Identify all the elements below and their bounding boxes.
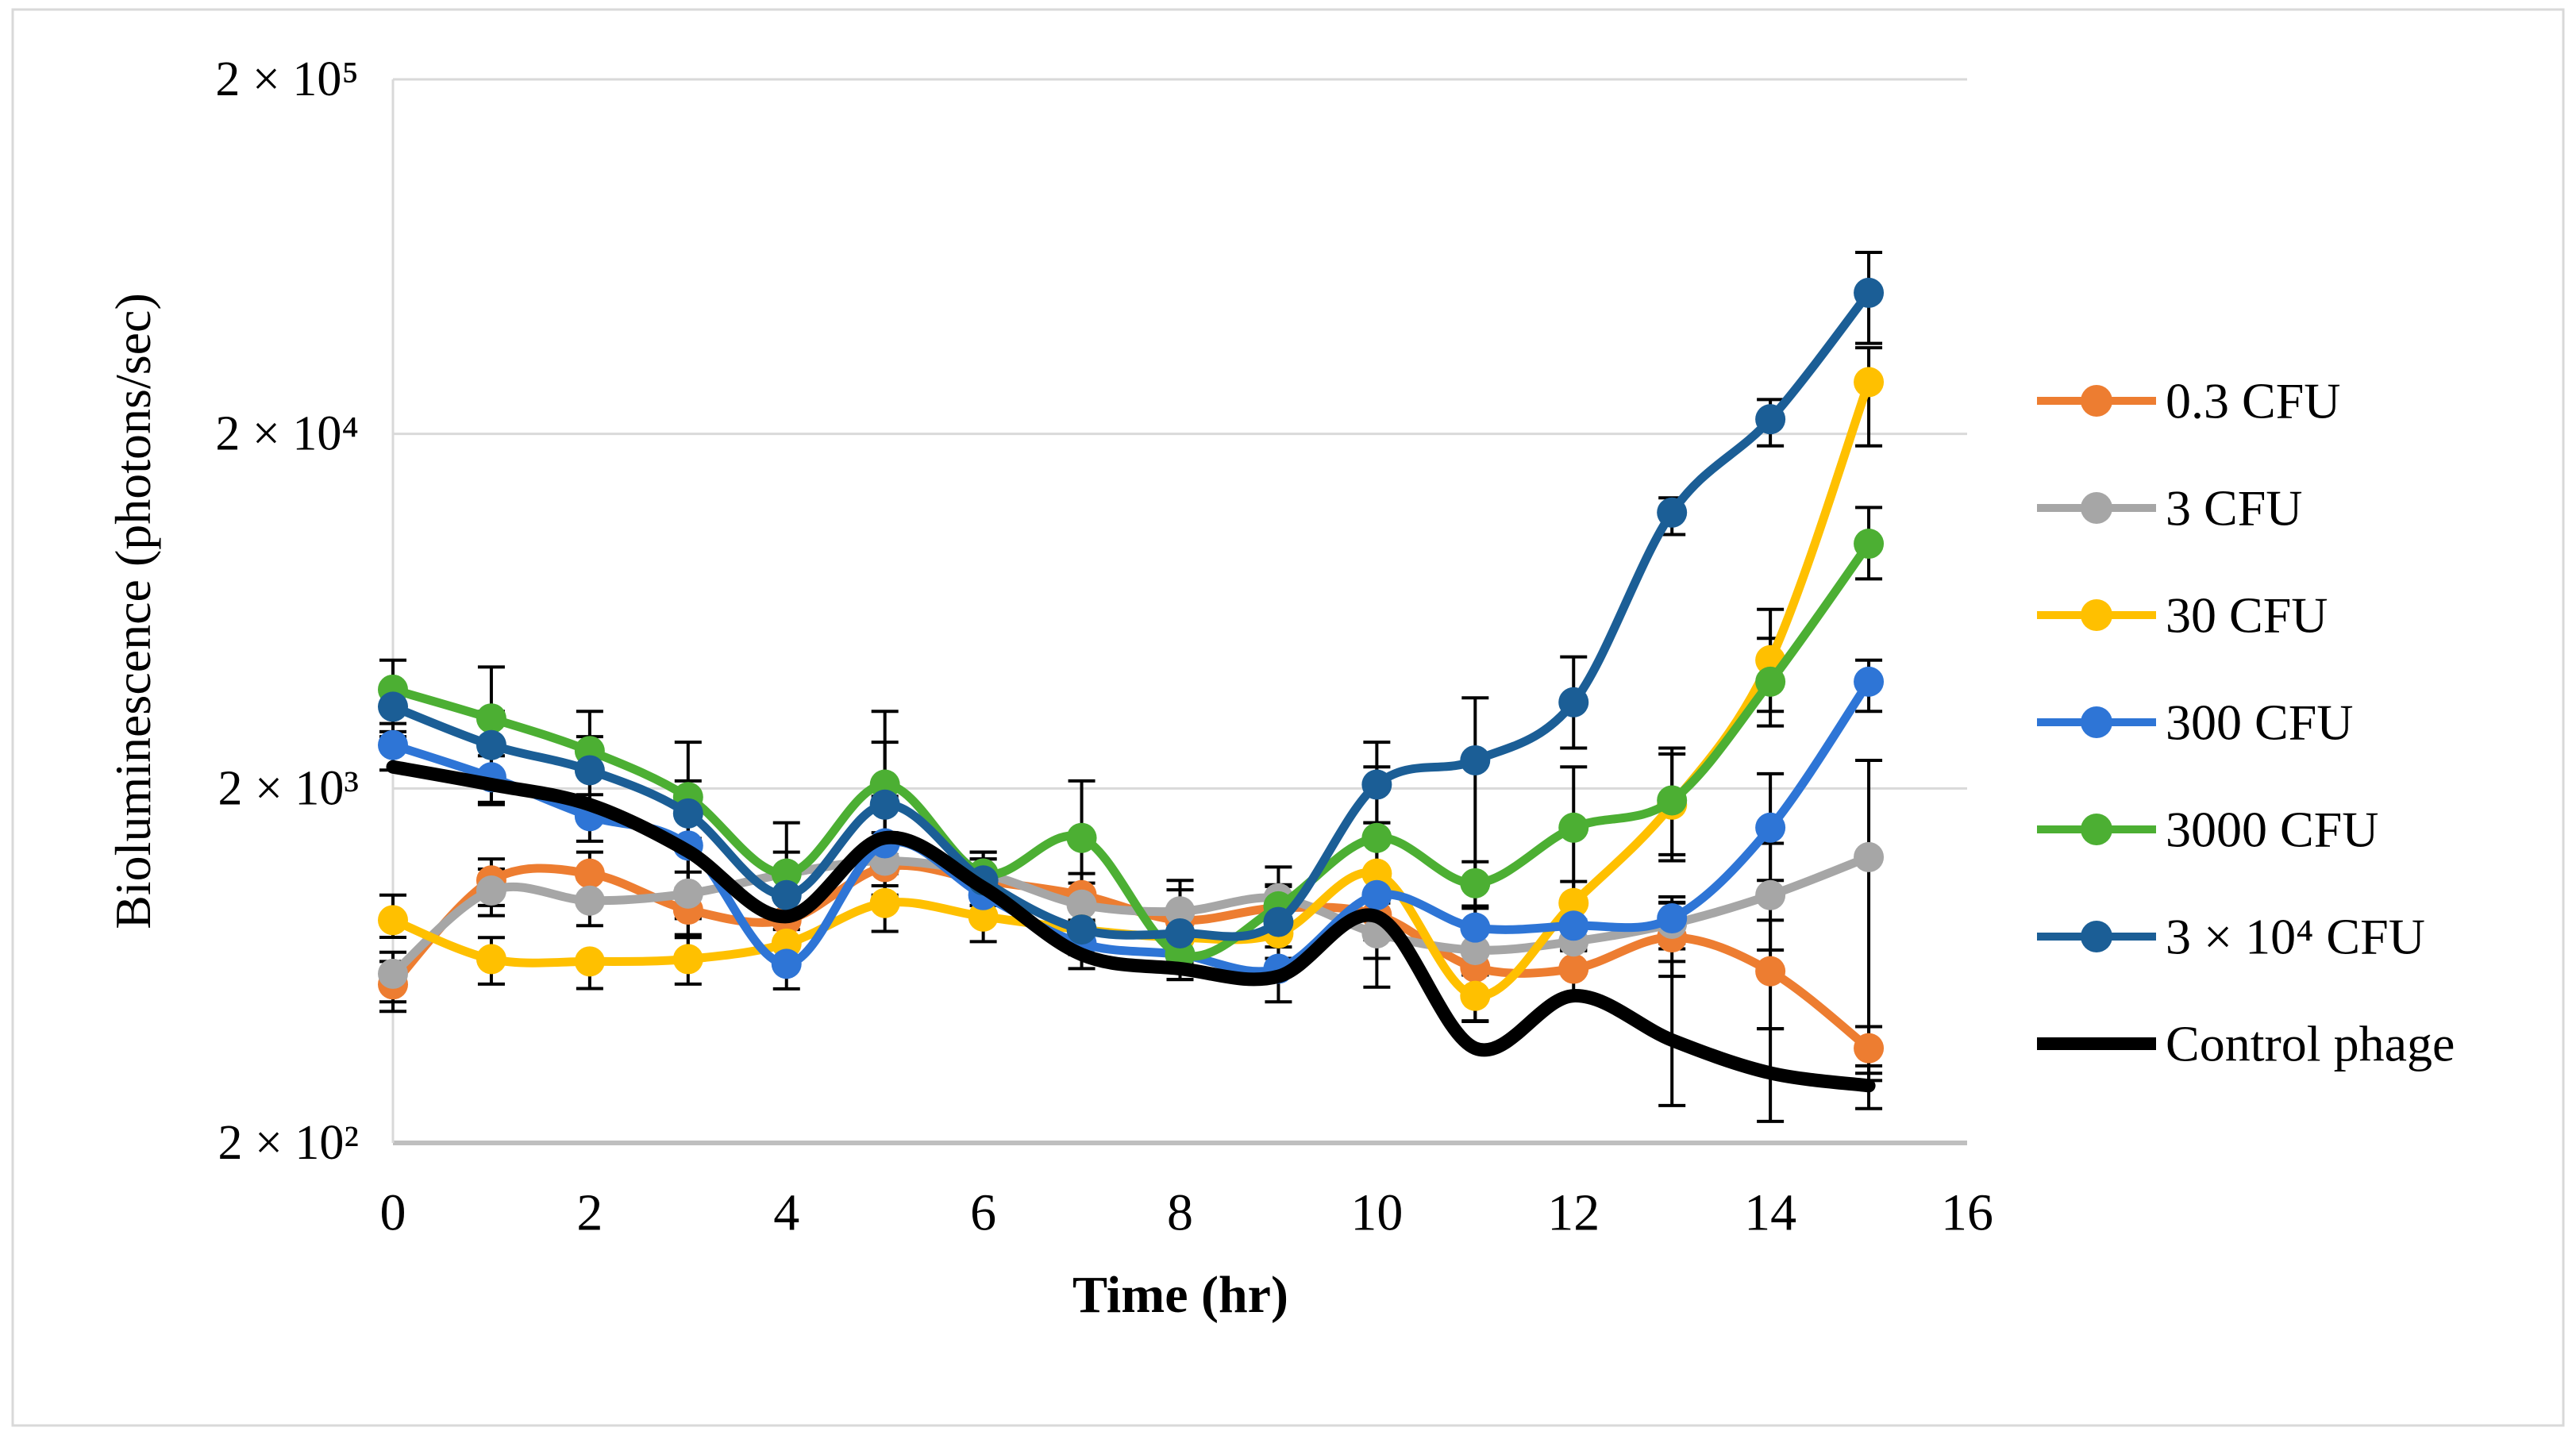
legend-marker-icon	[2081, 492, 2112, 524]
data-point	[1361, 879, 1392, 910]
legend-label: 30 CFU	[2166, 587, 2328, 644]
data-point	[378, 729, 408, 760]
data-point	[574, 755, 605, 786]
data-point	[1854, 367, 1885, 398]
data-point	[869, 887, 900, 918]
legend-marker-icon	[2081, 385, 2112, 417]
data-point	[1066, 822, 1097, 853]
data-point	[574, 885, 605, 916]
legend-label: 3 CFU	[2166, 480, 2303, 537]
data-point	[1854, 1033, 1885, 1064]
legend-item-30-cfu: 30 CFU	[2037, 587, 2328, 644]
legend-item-control-phage: Control phage	[2037, 1016, 2455, 1072]
legend-label: Control phage	[2166, 1016, 2455, 1072]
data-point	[1755, 404, 1786, 435]
x-axis-title: Time (hr)	[1072, 1266, 1288, 1324]
y-tick-label: 2 × 10⁴	[215, 407, 359, 461]
legend-label: 3000 CFU	[2166, 802, 2379, 858]
data-point	[574, 946, 605, 977]
data-point	[378, 691, 408, 722]
legend-marker-icon	[2081, 814, 2112, 845]
figure-border	[11, 8, 2565, 1427]
x-tick-label: 14	[1744, 1184, 1796, 1242]
legend-label: 300 CFU	[2166, 694, 2354, 751]
data-point	[1460, 934, 1491, 965]
data-point	[672, 798, 703, 829]
data-point	[1854, 666, 1885, 697]
data-point	[771, 948, 802, 979]
y-tick-label: 2 × 10⁵	[215, 52, 359, 106]
data-point	[1657, 497, 1688, 528]
data-point	[476, 944, 506, 975]
data-point	[672, 944, 703, 975]
data-point	[1854, 277, 1885, 308]
data-point	[378, 958, 408, 989]
y-axis-title: Bioluminescence (photons/sec)	[105, 293, 161, 929]
x-tick-label: 6	[970, 1184, 996, 1242]
data-point	[1361, 822, 1392, 853]
data-point	[1854, 529, 1885, 560]
data-point	[1066, 889, 1097, 920]
data-point	[1657, 903, 1688, 934]
data-point	[476, 875, 506, 906]
data-point	[1755, 812, 1786, 843]
data-point	[1657, 785, 1688, 816]
data-point	[1165, 918, 1196, 948]
data-point	[476, 703, 506, 734]
data-point	[1263, 906, 1294, 937]
data-point	[1854, 841, 1885, 872]
data-point	[1558, 687, 1589, 718]
legend-item-0.3-cfu: 0.3 CFU	[2037, 373, 2341, 429]
data-point	[672, 878, 703, 909]
legend-label: 3 × 10⁴ CFU	[2166, 909, 2425, 965]
legend-item-3-cfu: 3 CFU	[2037, 480, 2303, 537]
data-point	[378, 905, 408, 936]
y-tick-label: 2 × 10²	[218, 1116, 359, 1170]
legend-item-300-cfu: 300 CFU	[2037, 694, 2354, 751]
x-tick-label: 10	[1350, 1184, 1403, 1242]
data-point	[1558, 953, 1589, 984]
data-point	[771, 879, 802, 910]
data-point	[1460, 744, 1491, 775]
x-tick-label: 12	[1547, 1184, 1600, 1242]
y-tick-label: 2 × 10³	[218, 761, 359, 815]
data-point	[869, 789, 900, 820]
data-point	[476, 729, 506, 760]
data-point	[1558, 910, 1589, 941]
x-tick-label: 8	[1167, 1184, 1193, 1242]
legend-marker-icon	[2081, 921, 2112, 952]
x-tick-label: 4	[773, 1184, 799, 1242]
data-point	[1558, 887, 1589, 918]
data-point	[1460, 868, 1491, 898]
legend-item-3000-cfu: 3000 CFU	[2037, 802, 2379, 858]
data-point	[1460, 980, 1491, 1011]
data-point	[1755, 666, 1786, 697]
legend-marker-icon	[2081, 706, 2112, 738]
series-line-3-×-10⁴-cfu	[388, 288, 1873, 941]
data-point	[1755, 879, 1786, 910]
data-point	[1165, 896, 1196, 927]
series-line-3000-cfu	[388, 539, 1873, 961]
x-tick-label: 2	[576, 1184, 603, 1242]
x-tick-label: 16	[1941, 1184, 1993, 1242]
data-point	[1558, 812, 1589, 843]
series-line-control-phage	[386, 760, 1876, 1093]
data-point	[771, 858, 802, 889]
x-tick-label: 0	[380, 1184, 406, 1242]
data-point	[1066, 914, 1097, 945]
legend-item-3-×-10⁴-cfu: 3 × 10⁴ CFU	[2037, 909, 2425, 965]
data-point	[1361, 769, 1392, 800]
data-point	[574, 858, 605, 889]
legend-marker-icon	[2081, 599, 2112, 631]
legend: 0.3 CFU 3 CFU 30 CFU 300 CFU 3000 CFU 3 × 10⁴…	[2037, 373, 2455, 1072]
data-point	[1460, 912, 1491, 943]
data-point	[1361, 858, 1392, 889]
legend-label: 0.3 CFU	[2166, 373, 2341, 429]
data-point	[968, 901, 999, 932]
data-point	[1755, 956, 1786, 987]
series-line-3-cfu	[388, 852, 1873, 979]
